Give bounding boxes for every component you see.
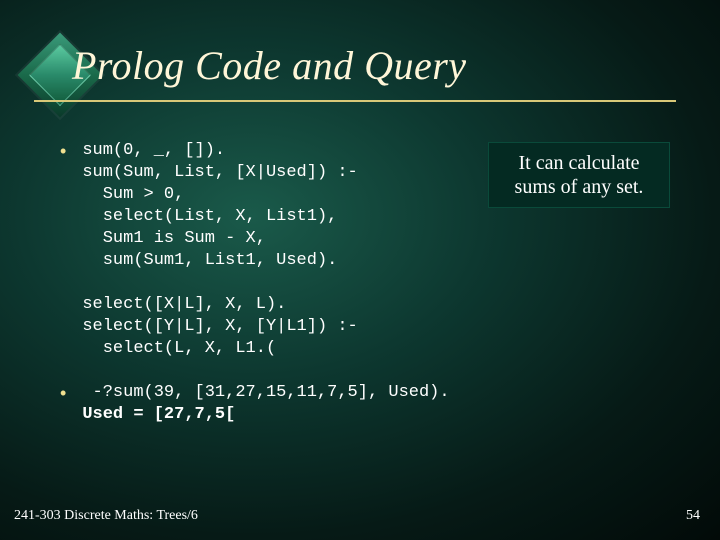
query-line: -?sum(39, [31,27,15,11,7,5], Used). <box>82 383 449 402</box>
query-result: Used = [27,7,5[ <box>82 405 235 424</box>
code-block-2: select([X|L], X, L). select([Y|L], X, [Y… <box>82 294 357 360</box>
slide-title: Prolog Code and Query <box>72 42 467 89</box>
code-block-2-row: • select([X|L], X, L). select([Y|L], X, … <box>60 294 680 360</box>
slide-number: 54 <box>686 508 700 524</box>
query-block: -?sum(39, [31,27,15,11,7,5], Used). Used… <box>82 382 449 426</box>
code-block-1: sum(0, _, []). sum(Sum, List, [X|Used]) … <box>82 140 357 272</box>
bullet-icon: • <box>60 382 66 404</box>
footer-text: 241-303 Discrete Maths: Trees/6 <box>14 508 198 524</box>
content-area: • sum(0, _, []). sum(Sum, List, [X|Used]… <box>60 140 680 448</box>
query-row: • -?sum(39, [31,27,15,11,7,5], Used). Us… <box>60 382 680 426</box>
code-block-1-row: • sum(0, _, []). sum(Sum, List, [X|Used]… <box>60 140 680 272</box>
title-underline <box>34 100 676 102</box>
bullet-icon: • <box>60 140 66 162</box>
